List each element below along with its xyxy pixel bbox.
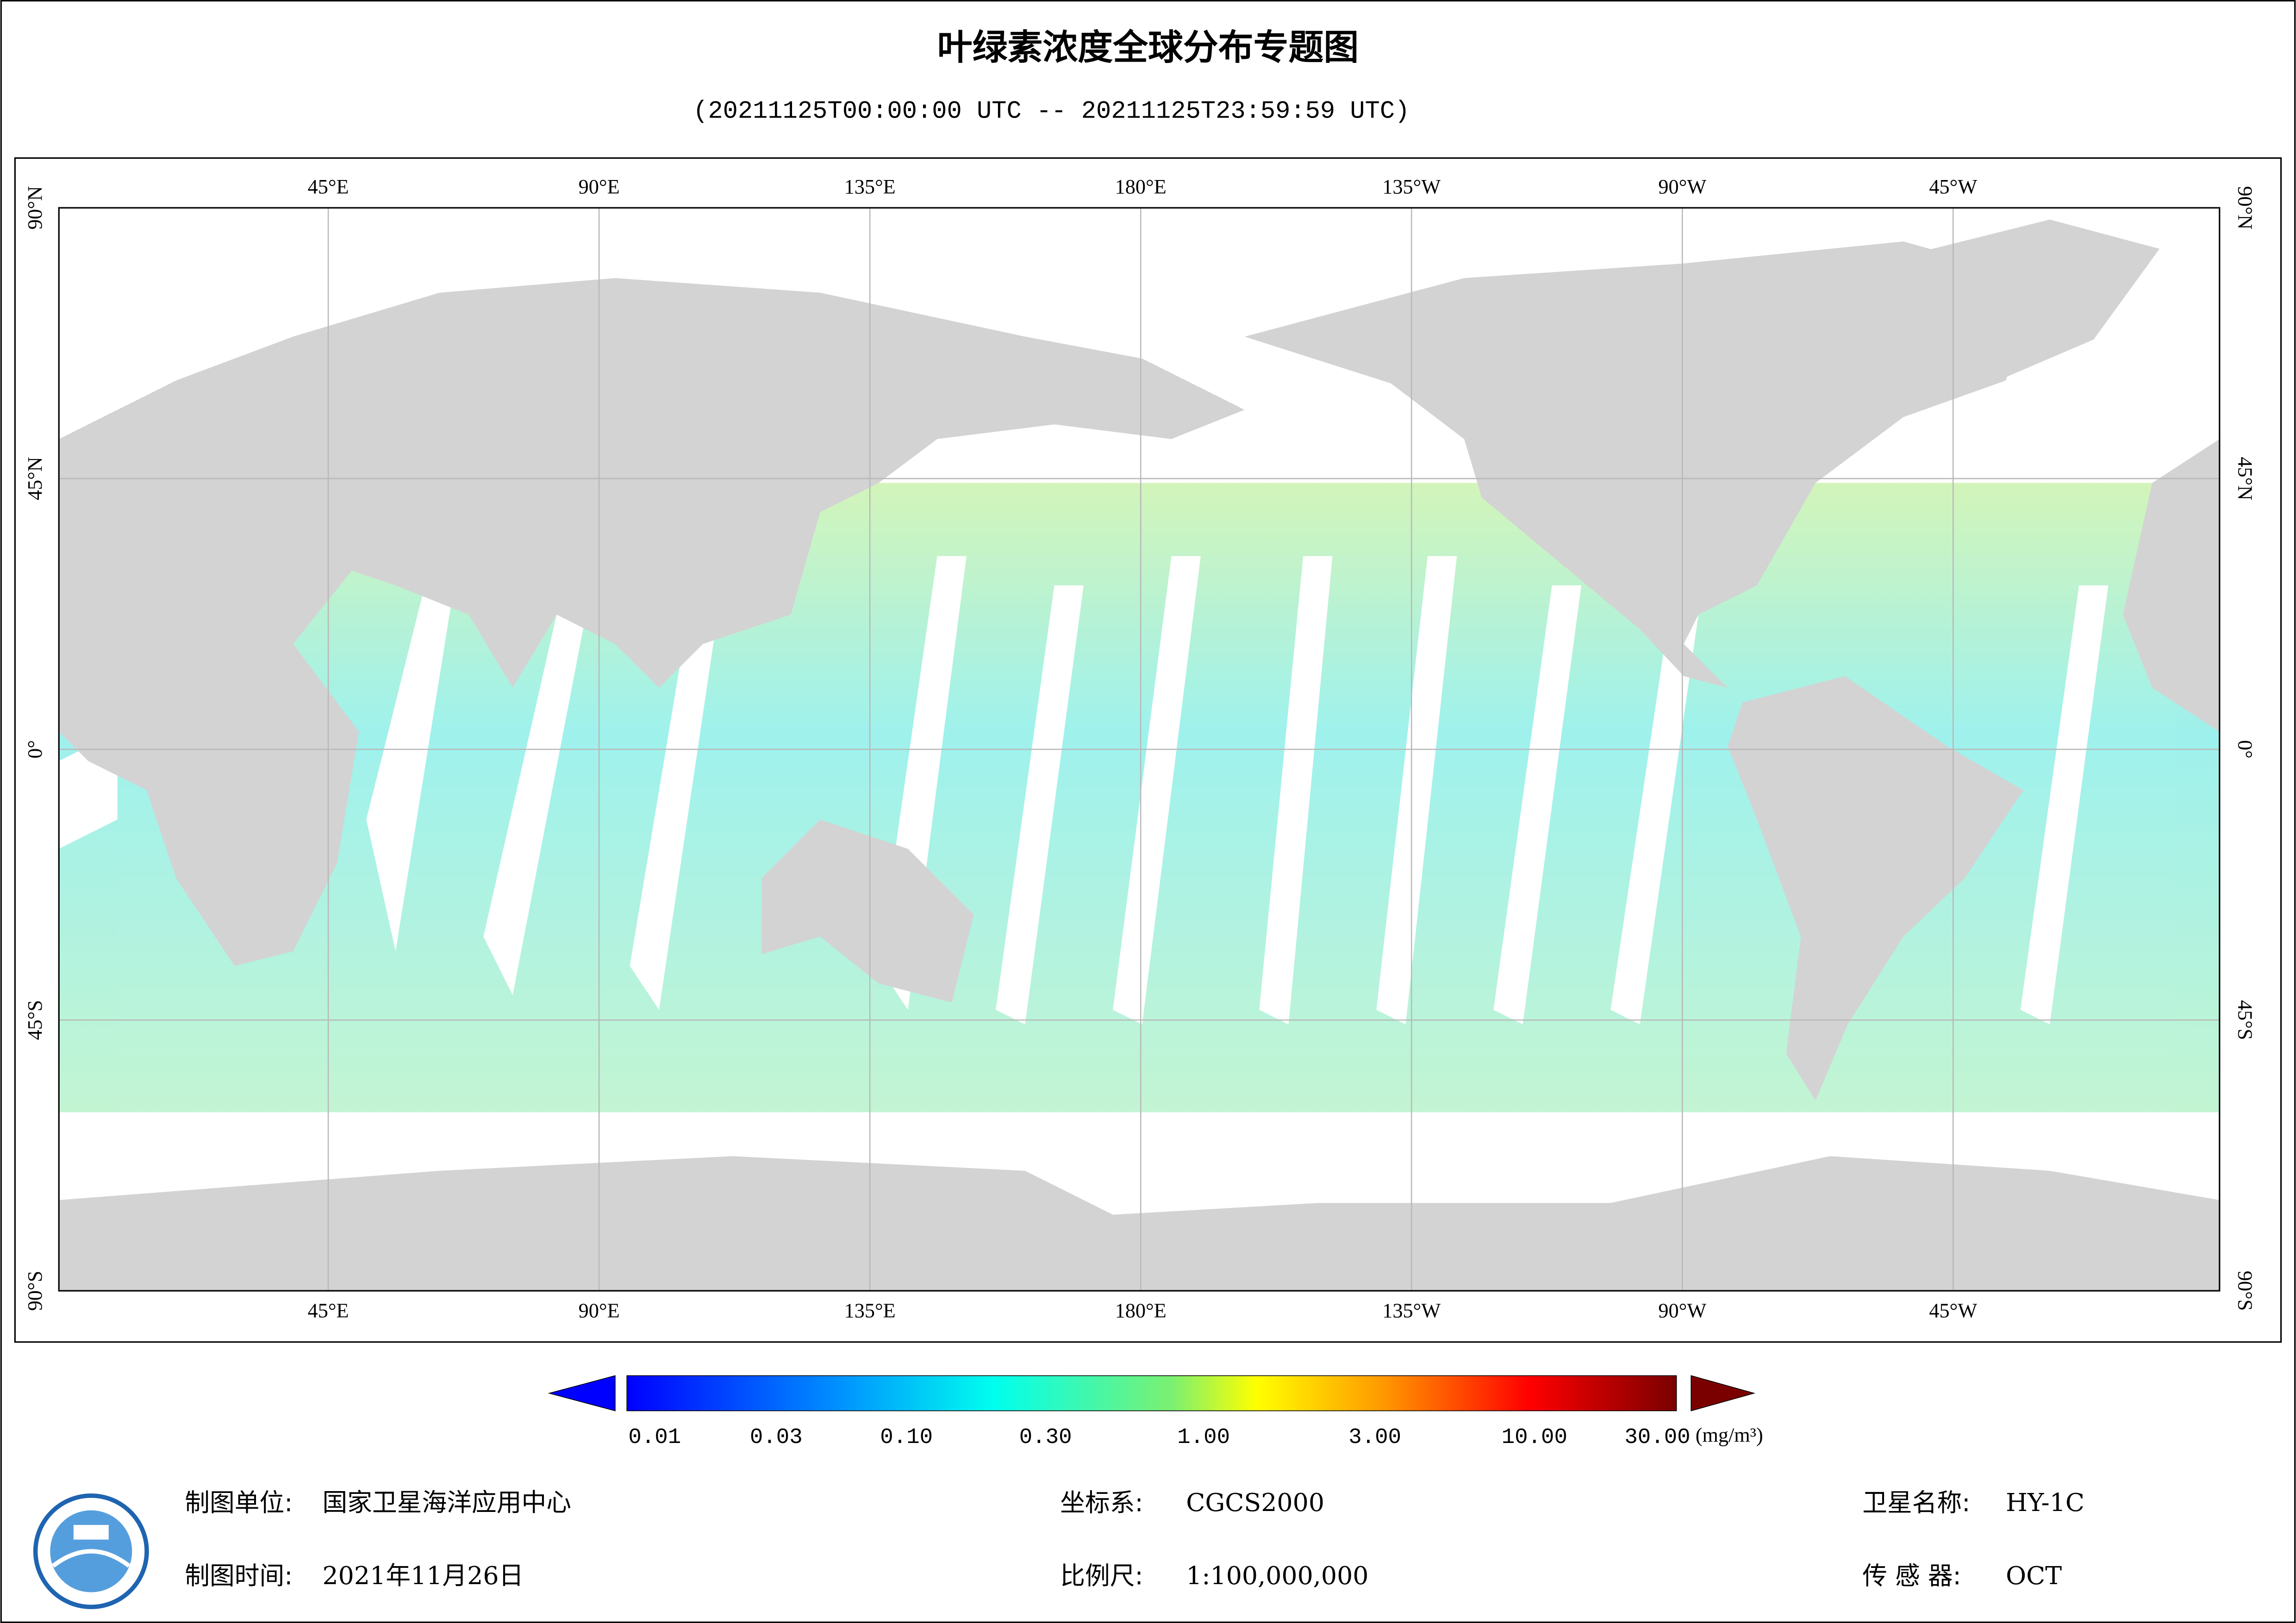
colorbar-label: 0.10: [880, 1425, 933, 1450]
lon-label-top: 90°W: [1658, 175, 1706, 198]
lat-label-right: 45°N: [2234, 457, 2256, 500]
lon-label-bottom: 180°E: [1115, 1300, 1167, 1322]
footer-label: 卫星名称:: [1862, 1488, 1970, 1517]
lat-label-left: 45°S: [24, 1000, 46, 1040]
lon-label-top: 90°E: [579, 175, 620, 198]
colorbar: [548, 1375, 1756, 1412]
lon-label-top: 135°E: [844, 175, 896, 198]
land: [59, 219, 2220, 1291]
colorbar-label: 3.00: [1348, 1425, 1401, 1450]
colorbar-label: 0.01: [628, 1425, 681, 1450]
map-border: [58, 207, 2221, 1292]
lon-label-top: 180°E: [1115, 175, 1167, 198]
lon-label-top: 45°E: [308, 175, 349, 198]
lat-label-right: 90°N: [2234, 186, 2256, 230]
footer-value: OCT: [2006, 1561, 2062, 1590]
lon-label-bottom: 90°E: [579, 1300, 620, 1322]
subtitle: (20211125T00:00:00 UTC -- 20211125T23:59…: [693, 98, 1410, 126]
colorbar-label: 0.30: [1019, 1425, 1072, 1450]
footer-label: 比例尺:: [1060, 1561, 1143, 1591]
map-frame: [14, 157, 2282, 1343]
footer-value: 2021年11月26日: [322, 1561, 524, 1590]
colorbar-label: 30.00: [1624, 1425, 1690, 1450]
lon-label-top: 45°W: [1929, 175, 1977, 198]
colorbar-unit: (mg/m³): [1696, 1424, 1763, 1447]
lat-label-left: 45°N: [24, 457, 46, 500]
lat-label-right: 90°S: [2234, 1271, 2256, 1311]
lat-label-left: 90°N: [24, 186, 46, 230]
footer-label: 制图时间:: [185, 1561, 293, 1591]
graticule: [59, 208, 2220, 1291]
lon-label-top: 135°W: [1382, 175, 1441, 198]
lat-label-left: 0°: [24, 740, 46, 759]
lon-label-bottom: 45°W: [1929, 1300, 1977, 1322]
footer-label: 制图单位:: [185, 1488, 293, 1517]
footer-value: HY-1C: [2006, 1488, 2084, 1517]
footer-label: 传 感 器:: [1862, 1561, 1961, 1591]
lat-label-right: 0°: [2234, 740, 2256, 759]
colorbar-low-arrow: [548, 1375, 616, 1412]
lat-label-right: 45°S: [2234, 1000, 2256, 1040]
lon-label-bottom: 135°E: [844, 1300, 896, 1322]
footer-label: 坐标系:: [1060, 1488, 1143, 1517]
colorbar-high-arrow: [1691, 1375, 1756, 1412]
lon-label-bottom: 135°W: [1382, 1300, 1441, 1322]
title: 叶绿素浓度全球分布专题图: [937, 27, 1359, 68]
colorbar-label: 0.03: [750, 1425, 803, 1450]
lon-label-bottom: 90°W: [1658, 1300, 1706, 1322]
footer-value: CGCS2000: [1186, 1488, 1324, 1517]
logo: [33, 1493, 149, 1609]
lon-label-bottom: 45°E: [308, 1300, 349, 1322]
colorbar-ramp: [626, 1375, 1677, 1412]
lat-label-left: 90°S: [24, 1271, 46, 1311]
footer-value: 国家卫星海洋应用中心: [322, 1488, 571, 1517]
footer-value: 1:100,000,000: [1186, 1561, 1368, 1590]
colorbar-label: 10.00: [1502, 1425, 1567, 1450]
colorbar-label: 1.00: [1177, 1425, 1230, 1450]
map: [59, 208, 2220, 1291]
